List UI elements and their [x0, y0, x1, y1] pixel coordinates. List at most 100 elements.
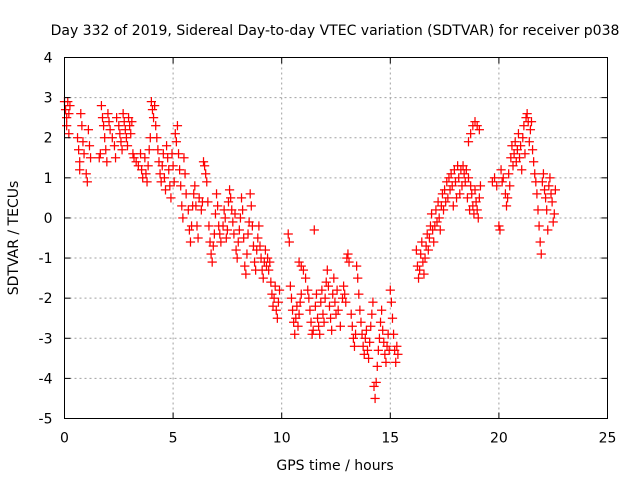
data-point-plus-marker — [85, 153, 96, 163]
data-point-plus-marker — [333, 305, 343, 315]
data-point-plus-marker — [316, 297, 326, 307]
data-point-plus-marker — [535, 237, 545, 247]
data-point-plus-marker — [324, 301, 335, 311]
data-point-plus-marker — [159, 173, 170, 183]
data-point-plus-marker — [328, 289, 338, 299]
data-point-plus-marker — [526, 117, 537, 127]
data-point-plus-marker — [84, 141, 95, 151]
data-point-plus-marker — [393, 349, 403, 359]
data-point-plus-marker — [199, 161, 210, 171]
data-point-plus-marker — [112, 113, 122, 123]
data-point-plus-marker — [375, 317, 386, 327]
data-point-plus-marker — [148, 113, 159, 123]
data-point-plus-marker — [98, 121, 109, 131]
data-point-plus-marker — [173, 149, 184, 159]
data-point-plus-marker — [220, 213, 230, 223]
data-point-plus-marker — [126, 129, 136, 139]
data-point-plus-marker — [193, 233, 203, 243]
data-point-plus-marker — [169, 177, 179, 187]
data-point-plus-marker — [267, 289, 277, 299]
y-tick-label: -5 — [39, 412, 53, 428]
data-point-plus-marker — [308, 325, 318, 335]
x-tick-label: 15 — [381, 431, 399, 447]
data-point-plus-marker — [206, 249, 216, 259]
data-point-plus-marker — [378, 325, 388, 335]
data-point-plus-marker — [190, 181, 200, 191]
data-point-plus-marker — [442, 177, 452, 187]
data-point-plus-marker — [272, 313, 282, 323]
data-point-plus-marker — [210, 209, 221, 219]
data-point-plus-marker — [416, 249, 426, 259]
data-point-plus-marker — [323, 281, 334, 291]
data-point-plus-marker — [270, 281, 280, 291]
data-point-plus-marker — [470, 117, 480, 127]
data-point-plus-marker — [94, 153, 104, 163]
data-point-plus-marker — [253, 233, 263, 243]
data-point-plus-marker — [520, 149, 530, 159]
data-point-plus-marker — [470, 185, 480, 195]
data-point-plus-marker — [496, 165, 506, 175]
data-point-plus-marker — [529, 157, 539, 167]
data-point-plus-marker — [164, 165, 174, 175]
data-point-plus-marker — [82, 177, 92, 187]
plot-frame — [64, 57, 608, 419]
data-point-plus-marker — [550, 185, 560, 195]
data-point-plus-marker — [525, 125, 536, 135]
data-point-plus-marker — [538, 169, 549, 179]
data-point-plus-marker — [155, 169, 165, 179]
y-tick-label: 0 — [44, 211, 53, 227]
data-point-plus-marker — [315, 329, 325, 339]
data-point-plus-marker — [283, 229, 293, 239]
data-point-plus-marker — [522, 109, 532, 119]
data-point-plus-marker — [542, 205, 552, 215]
data-point-plus-marker — [317, 285, 327, 295]
data-point-plus-marker — [222, 225, 233, 235]
data-point-plus-marker — [385, 285, 395, 295]
data-point-plus-marker — [501, 201, 512, 211]
data-point-plus-marker — [303, 285, 313, 295]
data-point-plus-marker — [143, 161, 153, 171]
data-point-plus-marker — [521, 113, 531, 123]
data-point-plus-marker — [543, 225, 553, 235]
data-point-plus-marker — [125, 121, 135, 131]
data-point-plus-marker — [498, 173, 508, 183]
data-point-plus-marker — [203, 197, 213, 207]
data-point-plus-marker — [284, 237, 294, 247]
data-point-plus-marker — [226, 193, 236, 203]
data-point-plus-marker — [171, 137, 181, 147]
data-point-plus-marker — [549, 209, 559, 219]
data-point-plus-marker — [435, 225, 445, 235]
x-tick-label: 0 — [60, 431, 69, 447]
y-tick-label: -4 — [39, 371, 53, 387]
data-point-plus-marker — [293, 321, 303, 331]
data-point-plus-marker — [517, 165, 527, 175]
data-point-plus-marker — [81, 169, 91, 179]
data-point-plus-marker — [373, 345, 383, 355]
data-point-plus-marker — [232, 253, 242, 263]
data-point-plus-marker — [73, 145, 84, 155]
data-point-plus-marker — [391, 357, 401, 367]
data-point-plus-marker — [548, 217, 558, 227]
data-point-plus-marker — [524, 137, 534, 147]
data-point-plus-marker — [462, 193, 473, 203]
x-tick-label: 10 — [273, 431, 291, 447]
data-point-plus-marker — [136, 165, 147, 175]
data-point-plus-marker — [240, 261, 250, 271]
data-point-plus-marker — [306, 317, 316, 327]
data-point-plus-marker — [487, 177, 498, 187]
data-point-plus-marker — [264, 265, 274, 275]
data-point-plus-marker — [443, 193, 453, 203]
data-point-plus-marker — [500, 189, 511, 199]
data-point-plus-marker — [131, 157, 141, 167]
data-point-plus-marker — [105, 125, 115, 135]
data-point-plus-marker — [229, 229, 239, 239]
data-point-plus-marker — [236, 193, 247, 203]
data-point-plus-marker — [546, 189, 556, 199]
data-point-plus-marker — [204, 221, 214, 231]
data-point-plus-marker — [255, 241, 265, 251]
data-point-plus-marker — [100, 133, 110, 143]
data-point-plus-marker — [513, 129, 524, 139]
x-axis-label: GPS time / hours — [276, 458, 393, 474]
data-point-plus-marker — [241, 269, 251, 279]
